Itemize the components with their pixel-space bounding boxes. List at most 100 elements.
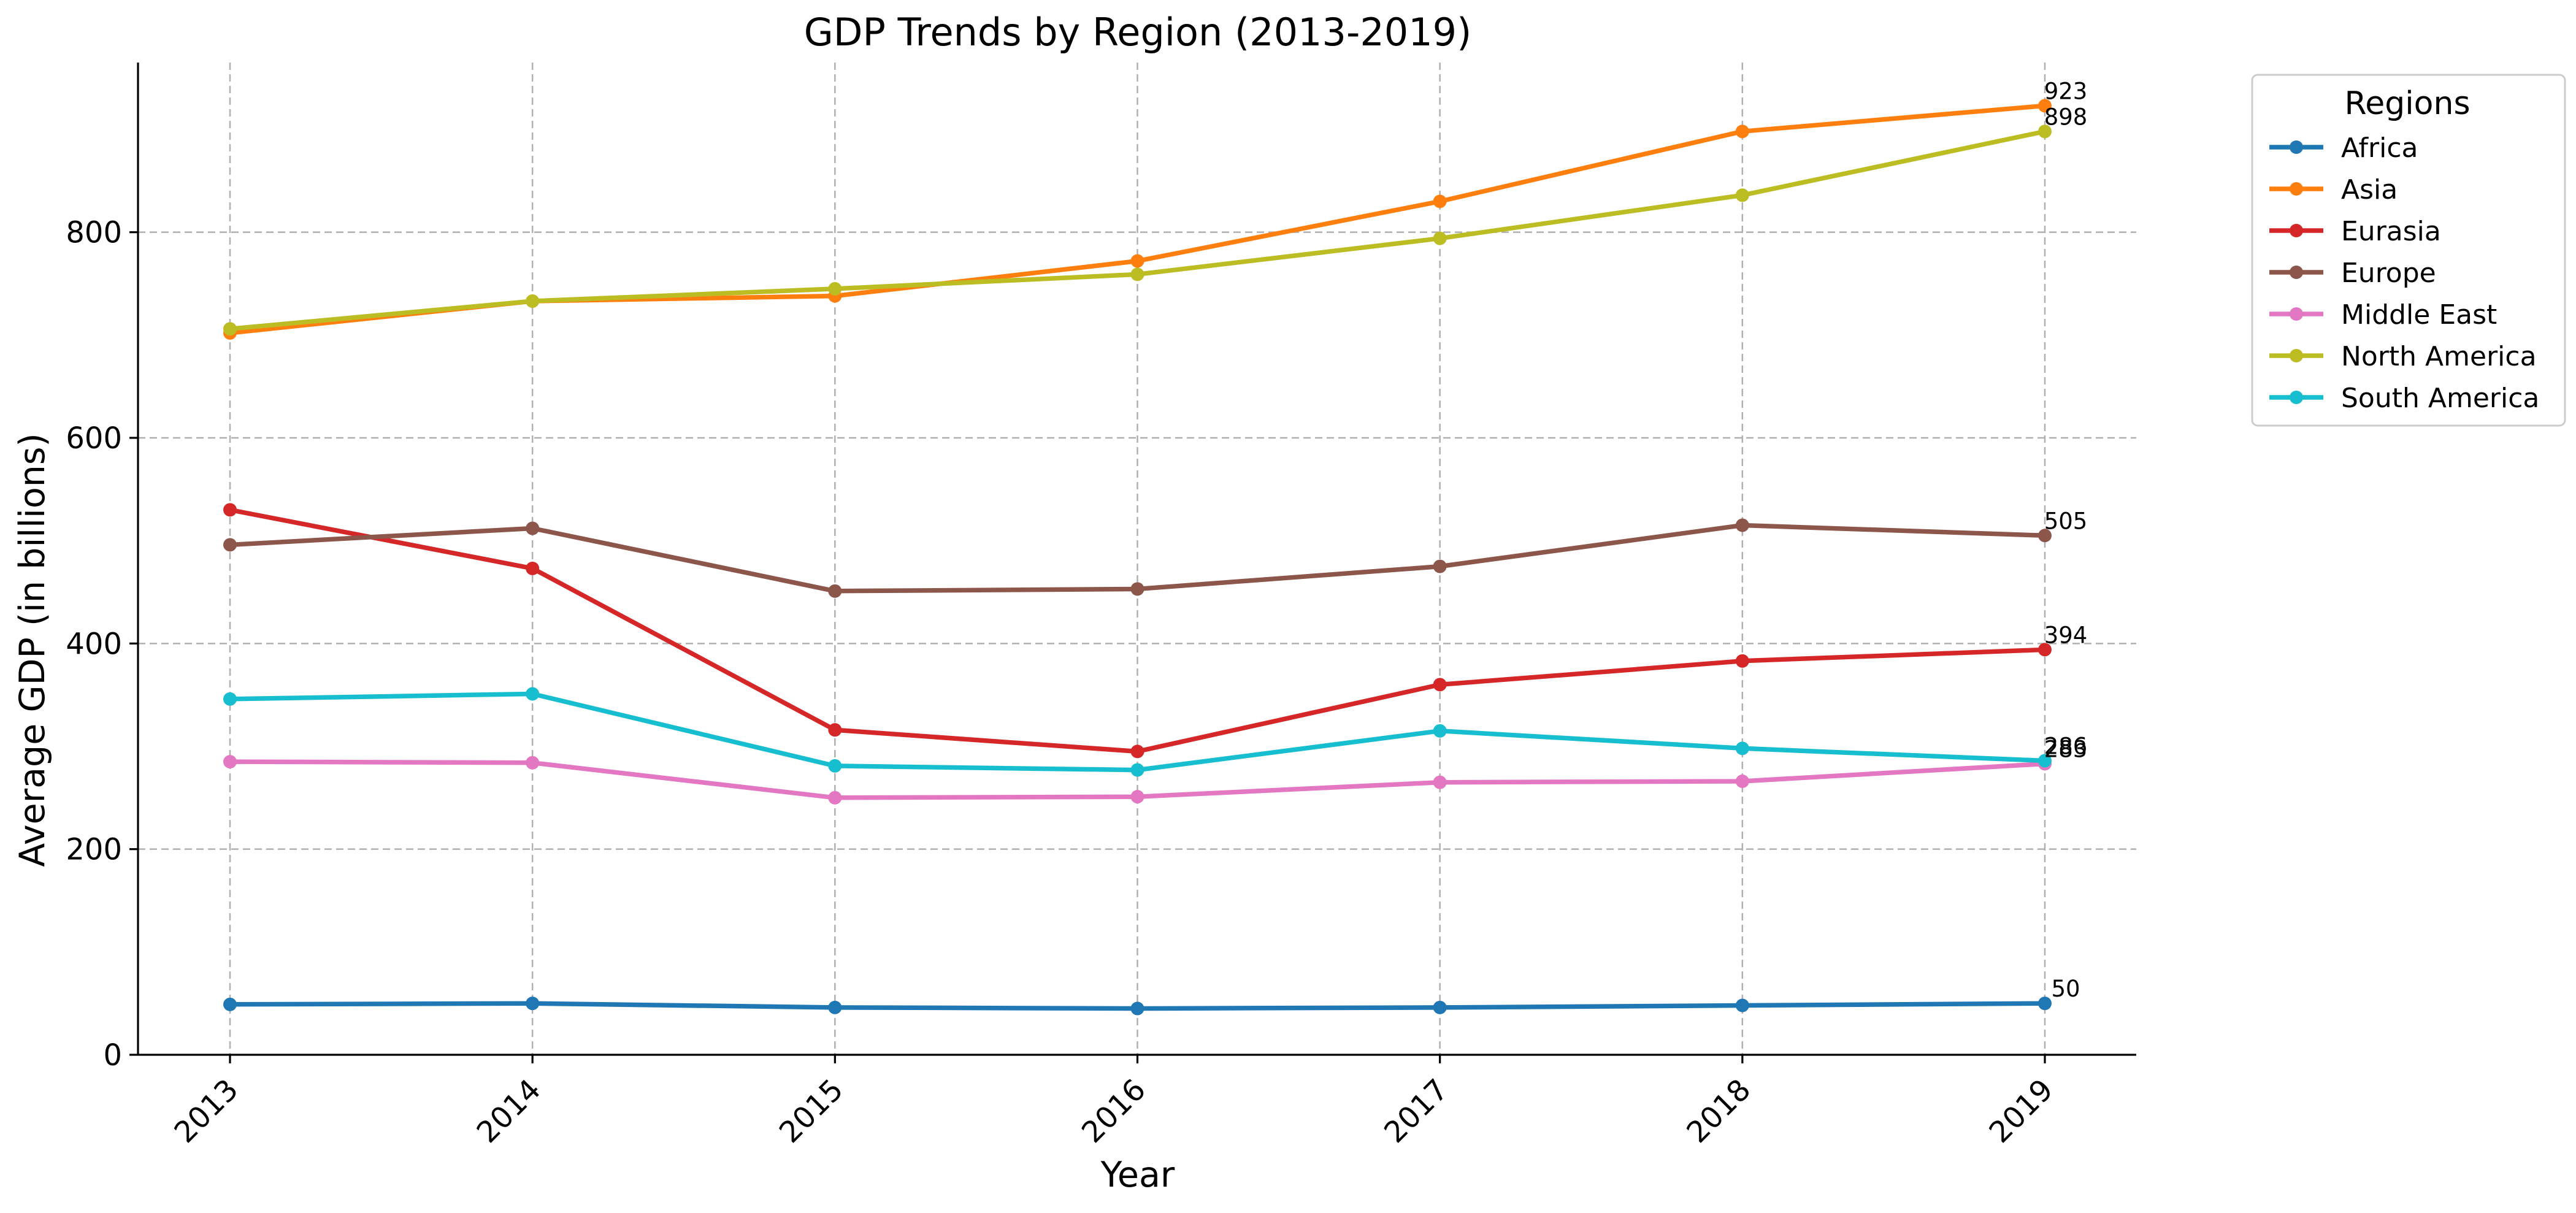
data-point-north-america xyxy=(1130,267,1144,281)
end-labels: 50 923 394 505 283 898 286 xyxy=(2044,78,2088,1002)
x-axis-title: Year xyxy=(1100,1155,1175,1195)
legend-label-europe: Europe xyxy=(2341,258,2436,289)
data-point-south-america xyxy=(828,759,842,773)
end-label-north-america: 898 xyxy=(2044,104,2088,130)
data-point-europe xyxy=(223,538,237,552)
data-point-south-america xyxy=(1735,741,1749,756)
data-point-asia xyxy=(2038,99,2052,113)
data-point-eurasia xyxy=(526,561,540,575)
data-point-south-america xyxy=(2038,754,2052,768)
chart-title: GDP Trends by Region (2013-2019) xyxy=(804,10,1472,55)
x-tick-label: 2016 xyxy=(1075,1073,1152,1150)
legend-item-south-america: South America xyxy=(2269,383,2539,414)
data-point-europe xyxy=(828,584,842,598)
series-eurasia xyxy=(223,503,2052,759)
x-tick-label: 2013 xyxy=(168,1073,245,1150)
legend-label-north-america: North America xyxy=(2341,341,2537,372)
x-tick-label: 2014 xyxy=(470,1073,548,1150)
data-point-south-america xyxy=(1433,724,1447,738)
data-point-eurasia xyxy=(223,503,237,517)
legend-marker-middle-east xyxy=(2290,307,2303,321)
series-africa xyxy=(223,997,2052,1016)
data-point-eurasia xyxy=(1130,744,1144,759)
legend-label-asia: Asia xyxy=(2341,174,2398,205)
x-tick-label: 2015 xyxy=(773,1073,850,1150)
data-point-eurasia xyxy=(1735,654,1749,668)
legend-label-south-america: South America xyxy=(2341,383,2539,414)
data-point-africa xyxy=(1130,1001,1144,1016)
data-point-eurasia xyxy=(828,723,842,737)
legend-label-eurasia: Eurasia xyxy=(2341,216,2441,247)
data-point-africa xyxy=(2038,997,2052,1011)
series-middle-east xyxy=(223,755,2052,805)
legend-item-middle-east: Middle East xyxy=(2269,299,2497,331)
data-point-africa xyxy=(1735,998,1749,1012)
y-tick-label: 0 xyxy=(103,1038,122,1073)
data-point-asia xyxy=(1130,254,1144,268)
end-label-middle-east: 283 xyxy=(2044,736,2088,762)
legend-label-africa: Africa xyxy=(2341,132,2418,164)
data-point-north-america xyxy=(1735,188,1749,202)
x-tick-label: 2019 xyxy=(1983,1073,2060,1150)
series-north-america xyxy=(223,124,2052,336)
grid xyxy=(138,63,2136,1055)
legend-marker-asia xyxy=(2290,182,2303,196)
data-point-middle-east xyxy=(1130,790,1144,804)
end-label-eurasia: 394 xyxy=(2044,622,2088,648)
legend-marker-eurasia xyxy=(2290,224,2303,237)
end-label-africa: 50 xyxy=(2051,976,2080,1002)
legend-label-middle-east: Middle East xyxy=(2341,299,2497,331)
data-point-north-america xyxy=(526,294,540,308)
y-tick-label: 800 xyxy=(66,216,122,250)
data-point-europe xyxy=(526,521,540,535)
series-south-america xyxy=(223,687,2052,777)
data-point-middle-east xyxy=(223,755,237,769)
data-point-europe xyxy=(2038,529,2052,543)
end-label-europe: 505 xyxy=(2044,508,2088,534)
data-point-south-america xyxy=(526,687,540,701)
data-point-europe xyxy=(1735,518,1749,532)
legend-item-africa: Africa xyxy=(2269,132,2418,164)
legend-marker-north-america xyxy=(2290,349,2303,362)
legend-item-eurasia: Eurasia xyxy=(2269,216,2441,247)
legend-item-europe: Europe xyxy=(2269,258,2436,289)
data-point-africa xyxy=(1433,1000,1447,1014)
legend-marker-south-america xyxy=(2290,391,2303,404)
data-point-asia xyxy=(1735,124,1749,139)
legend-marker-africa xyxy=(2290,140,2303,154)
series xyxy=(223,99,2052,1016)
data-point-north-america xyxy=(2038,124,2052,139)
legend: Regions Africa Asia Eurasia Europe Middle Ea… xyxy=(2251,74,2566,427)
x-tick-label: 2017 xyxy=(1378,1073,1455,1150)
data-point-north-america xyxy=(223,322,237,336)
x-tick-label: 2018 xyxy=(1680,1073,1757,1150)
data-point-middle-east xyxy=(1735,775,1749,789)
data-point-eurasia xyxy=(1433,678,1447,692)
data-point-middle-east xyxy=(526,756,540,770)
data-point-middle-east xyxy=(1433,775,1447,789)
data-point-eurasia xyxy=(2038,643,2052,657)
end-label-south-america: 286 xyxy=(2044,733,2088,759)
legend-title: Regions xyxy=(2344,85,2470,122)
legend-item-north-america: North America xyxy=(2269,341,2537,372)
data-point-africa xyxy=(526,997,540,1011)
data-point-north-america xyxy=(1433,231,1447,245)
data-point-asia xyxy=(1433,194,1447,209)
legend-item-asia: Asia xyxy=(2269,174,2398,205)
series-europe xyxy=(223,518,2052,598)
data-point-europe xyxy=(1130,582,1144,596)
y-tick-label: 200 xyxy=(66,833,122,867)
y-tick-label: 400 xyxy=(66,627,122,661)
data-point-middle-east xyxy=(828,790,842,805)
legend-frame xyxy=(2251,74,2566,427)
y-tick-label: 600 xyxy=(66,421,122,456)
data-point-europe xyxy=(1433,559,1447,573)
end-label-asia: 923 xyxy=(2044,78,2088,104)
y-axis-title: Average GDP (in billions) xyxy=(12,433,53,867)
data-point-africa xyxy=(223,997,237,1011)
legend-marker-europe xyxy=(2290,266,2303,279)
data-point-south-america xyxy=(1130,763,1144,777)
data-point-north-america xyxy=(828,281,842,296)
data-point-south-america xyxy=(223,692,237,706)
